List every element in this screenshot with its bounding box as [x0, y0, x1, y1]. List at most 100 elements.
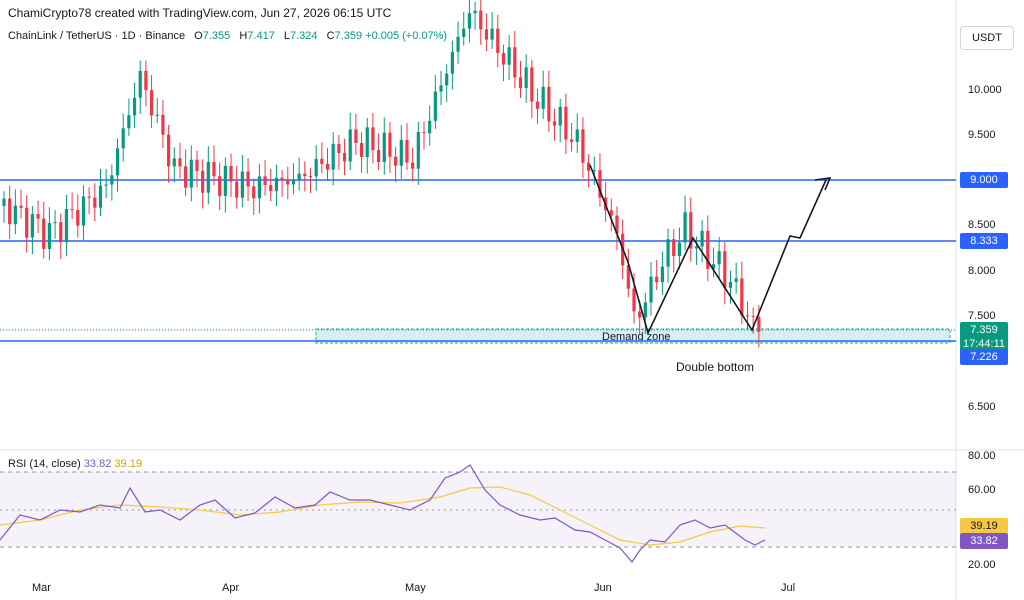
candle-up [291, 179, 296, 185]
candle-down [518, 77, 523, 88]
candle-down [496, 28, 500, 54]
candle-down [626, 265, 630, 289]
candle-down [342, 153, 347, 162]
rsi-value: 33.82 [83, 458, 112, 470]
candle-up [711, 264, 716, 269]
level-7226-label[interactable]: 7.226 [960, 349, 1008, 365]
candle-down [615, 215, 619, 234]
candle-down [359, 143, 364, 158]
candle-down [76, 210, 80, 226]
candle-up [223, 165, 227, 196]
candle-up [81, 196, 86, 226]
candle-down [484, 29, 489, 40]
candle-up [467, 13, 472, 29]
candle-up [445, 73, 449, 86]
candle-down [581, 129, 585, 163]
candle-up [450, 51, 454, 74]
candle-up [30, 214, 34, 238]
candle-down [70, 209, 74, 211]
candle-up [47, 223, 52, 250]
candle-up [13, 205, 17, 225]
candle-down [19, 205, 23, 208]
open-value: 7.355 [202, 30, 231, 42]
candle-up [473, 10, 477, 14]
candle-down [706, 230, 710, 269]
candle-up [399, 139, 403, 166]
candle-up [110, 175, 114, 185]
candle-down [36, 214, 40, 219]
candle-up [462, 28, 466, 37]
high-value: 7.417 [247, 30, 275, 42]
close-label: C [326, 30, 335, 42]
price-axis-9500: 9.500 [968, 129, 996, 141]
candle-down [286, 179, 290, 185]
symbol-info: ChainLink / TetherUS · 1D · Binance O7.3… [8, 30, 447, 42]
currency-button[interactable]: USDT [960, 26, 1014, 50]
candle-down [166, 134, 171, 167]
candle-down [144, 70, 148, 91]
candle-up [348, 129, 352, 162]
candle-up [541, 86, 545, 109]
candle-down [501, 53, 506, 65]
candle-down [422, 132, 426, 134]
candle-up [172, 158, 176, 167]
candle-down [564, 106, 568, 140]
candle-down [161, 114, 165, 135]
candle-up [439, 85, 443, 92]
candle-down [184, 166, 188, 188]
candles-group [2, 0, 761, 348]
candle-down [569, 139, 574, 142]
candle-up [189, 159, 193, 188]
candle-up [558, 106, 562, 126]
candle-up [104, 184, 108, 186]
candle-up [314, 158, 318, 177]
candle-down [586, 162, 591, 171]
candle-down [201, 170, 205, 193]
candle-up [138, 70, 142, 98]
candle-down [212, 162, 216, 177]
candle-down [740, 278, 744, 316]
candle-up [132, 97, 137, 116]
candle-down [513, 47, 517, 78]
close-value: 7.359 [334, 30, 363, 42]
candle-up [433, 91, 437, 121]
level-8333-label[interactable]: 8.333 [960, 233, 1008, 249]
low-value: 7.324 [290, 30, 318, 42]
price-axis-6500: 6.500 [968, 401, 996, 413]
rsi-value-label: 33.82 [960, 533, 1008, 549]
candle-up [728, 282, 733, 288]
candle-down [376, 150, 381, 163]
candle-up [127, 115, 131, 129]
time-axis-jul: Jul [781, 582, 796, 594]
candle-up [98, 185, 103, 208]
candle-up [683, 212, 687, 243]
rsi-line [0, 464, 766, 563]
candle-down [308, 176, 313, 178]
rsi-legend: RSI (14, close) 33.82 39.19 [8, 458, 142, 470]
level-9000-label[interactable]: 9.000 [960, 172, 1008, 188]
candle-up [490, 28, 494, 40]
candle-up [382, 132, 386, 163]
candle-up [206, 162, 210, 193]
candle-down [723, 251, 727, 288]
candle-up [416, 132, 420, 169]
candle-up [575, 129, 579, 142]
candle-down [411, 162, 415, 169]
demand-zone-box [315, 328, 951, 344]
candle-up [734, 278, 738, 283]
time-axis-apr: Apr [222, 582, 240, 594]
candle-down [371, 127, 375, 151]
candle-down [530, 67, 534, 102]
rsi-ma-value: 39.19 [114, 458, 142, 470]
candle-down [757, 316, 761, 332]
high-label: H [239, 30, 248, 42]
candle-down [609, 210, 613, 216]
low-label: L [283, 30, 290, 42]
open-label: O [194, 30, 203, 42]
change-value: +0.005 (+0.07%) [365, 30, 448, 42]
candle-down [8, 198, 12, 225]
candle-down [632, 288, 636, 312]
countdown-label: 17:44:11 [960, 336, 1008, 352]
candle-down [280, 177, 284, 180]
